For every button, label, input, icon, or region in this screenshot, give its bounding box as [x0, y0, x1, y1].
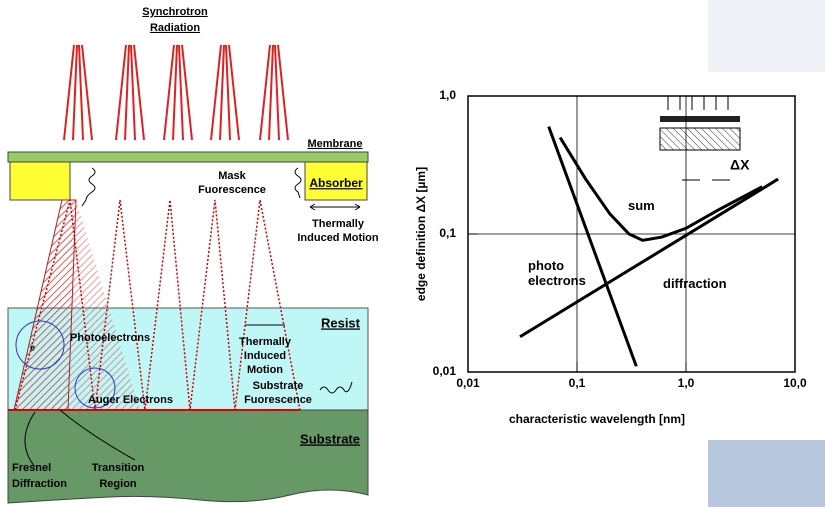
beam: [133, 44, 145, 141]
inset-label: ΔX: [730, 157, 750, 173]
beam: [210, 44, 222, 141]
beam: [172, 44, 178, 141]
mask-label: Mask: [218, 170, 246, 182]
substrate-label: Substrate: [300, 431, 360, 446]
photoelectrons-label: Photoelectrons: [70, 332, 150, 344]
x-tick-label: 0,01: [456, 376, 480, 390]
y-tick-label: 0,1: [439, 226, 456, 240]
wavy-arrow: [294, 167, 302, 199]
series-label: diffraction: [663, 276, 727, 291]
absorber-block: [9, 161, 71, 201]
fluorescence-label: Substrate: [253, 380, 304, 392]
beam: [130, 44, 136, 141]
beam: [219, 44, 225, 141]
beam: [259, 44, 271, 141]
beam: [78, 44, 84, 141]
y-tick-label: 0,01: [433, 364, 457, 378]
y-tick-label: 1,0: [439, 88, 456, 102]
fluorescence-label: Fuorescence: [244, 394, 312, 406]
beam: [228, 44, 240, 141]
beam: [81, 44, 93, 141]
series-label: sum: [628, 198, 655, 213]
beam: [163, 44, 175, 141]
motion-label: Thermally: [312, 218, 365, 230]
fresnel-label: Diffraction: [12, 478, 67, 490]
x-tick-label: 0,1: [569, 376, 586, 390]
pointer: [59, 409, 136, 461]
motion-label: Induced: [244, 350, 286, 362]
wavy-arrow: [81, 167, 96, 207]
radiation-beams: [63, 44, 289, 141]
deco-box: [708, 440, 825, 507]
synchrotron-label: Synchrotron: [142, 6, 208, 18]
beam: [178, 44, 184, 141]
beam: [274, 44, 280, 141]
motion-label: Motion: [247, 364, 283, 376]
membrane-label: Membrane: [307, 138, 362, 150]
transition-label: Transition: [92, 462, 145, 474]
auger-label: Auger Electrons: [88, 394, 173, 406]
curve: [519, 177, 779, 339]
substrate-layer: [7, 409, 369, 504]
resist-label: Resist: [321, 315, 361, 330]
curve: [547, 126, 638, 367]
synchrotron-label: Radiation: [150, 22, 200, 34]
y-axis-label: edge definition ΔX [µm]: [414, 167, 428, 301]
beam: [124, 44, 130, 141]
beam: [268, 44, 274, 141]
beam: [115, 44, 127, 141]
absorber-block: [304, 161, 368, 201]
fresnel-label: Fresnel: [12, 462, 51, 474]
motion-label: Induced Motion: [297, 232, 379, 244]
photoelectron-range: [15, 320, 65, 370]
transition-region: [68, 200, 140, 410]
x-tick-label: 1,0: [678, 376, 695, 390]
curve: [558, 136, 763, 242]
beam: [277, 44, 289, 141]
inset: [659, 96, 741, 181]
x-axis-label: characteristic wavelength [nm]: [509, 412, 685, 426]
pointer: [24, 411, 36, 468]
motion-arrow: [309, 203, 361, 211]
x-tick-label: 10,0: [783, 376, 807, 390]
series-label: photo electrons: [528, 258, 586, 288]
mask-label: Fuorescence: [198, 184, 266, 196]
motion-label: Thermally: [239, 336, 292, 348]
transition-label: Region: [99, 478, 137, 490]
deco-box: [708, 0, 825, 72]
electron-label: e: [30, 342, 35, 352]
beam: [72, 44, 78, 141]
beam: [63, 44, 75, 141]
auger-range: [74, 367, 116, 409]
beam: [225, 44, 231, 141]
membrane: [7, 151, 369, 163]
beam: [181, 44, 193, 141]
wavy-arrow: [319, 381, 353, 394]
absorber-label: Absorber: [309, 176, 363, 190]
